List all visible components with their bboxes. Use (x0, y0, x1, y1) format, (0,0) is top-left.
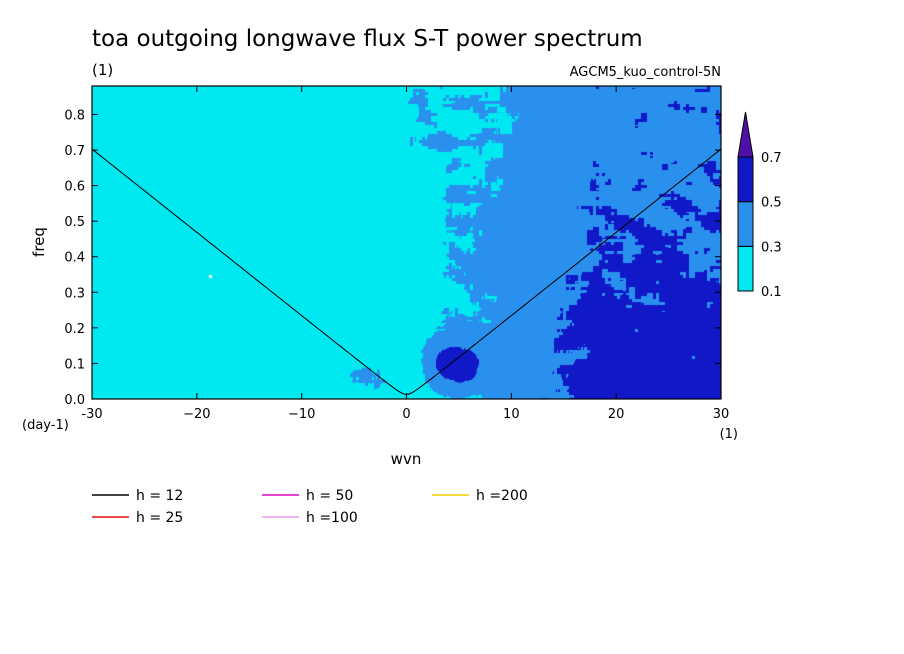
colorbar: 0.1 0.3 0.5 0.7 (737, 111, 782, 300)
y-tick-label: 0.4 (64, 251, 85, 266)
y-axis: 0.0 0.1 0.2 0.3 0.4 0.5 0.6 0.7 0.8 (64, 108, 721, 408)
x-tick-label: 30 (713, 407, 730, 422)
x-axis-unit: (1) (720, 427, 738, 442)
colorbar-label: 0.3 (761, 240, 782, 255)
chart-subtitle-right: AGCM5_kuo_control-5N (570, 65, 721, 80)
y-axis-unit: (day-1) (22, 418, 69, 433)
x-tick-label: 20 (608, 407, 625, 422)
x-axis: -30 −20 −10 0 10 20 30 (81, 86, 729, 422)
legend-label: h = 50 (306, 488, 353, 504)
y-tick-label: 0.7 (64, 144, 85, 159)
power-field (92, 86, 721, 399)
y-tick-label: 0.2 (64, 322, 85, 337)
x-tick-label: -30 (81, 407, 102, 422)
x-tick-label: −20 (183, 407, 210, 422)
y-tick-label: 0.1 (64, 357, 85, 372)
colorbar-extend-triangle (737, 111, 754, 158)
y-tick-label: 0.6 (64, 180, 85, 195)
colorbar-swatch (737, 156, 754, 203)
colorbar-label: 0.5 (761, 196, 782, 211)
legend-label: h = 12 (136, 488, 183, 504)
x-tick-label: −10 (288, 407, 315, 422)
colorbar-label: 0.7 (761, 151, 782, 166)
colorbar-label: 0.1 (761, 285, 782, 300)
y-tick-label: 0.8 (64, 108, 85, 123)
x-tick-label: 0 (402, 407, 410, 422)
power-field-image (92, 86, 721, 399)
y-tick-label: 0.3 (64, 286, 85, 301)
chart-subtitle-left: (1) (92, 61, 113, 79)
legend: h = 12 h = 25 h = 50 h =100 h =200 (92, 488, 528, 526)
x-tick-label: 10 (503, 407, 520, 422)
legend-label: h =200 (476, 488, 528, 504)
colorbar-swatch (737, 201, 754, 247)
colorbar-swatch (737, 245, 754, 292)
y-axis-label: freq (30, 227, 48, 257)
legend-label: h =100 (306, 510, 358, 526)
x-axis-label: wvn (391, 450, 422, 468)
legend-label: h = 25 (136, 510, 183, 526)
y-tick-label: 0.5 (64, 215, 85, 230)
chart-title: toa outgoing longwave flux S-T power spe… (92, 26, 643, 52)
y-tick-label: 0.0 (64, 393, 85, 408)
